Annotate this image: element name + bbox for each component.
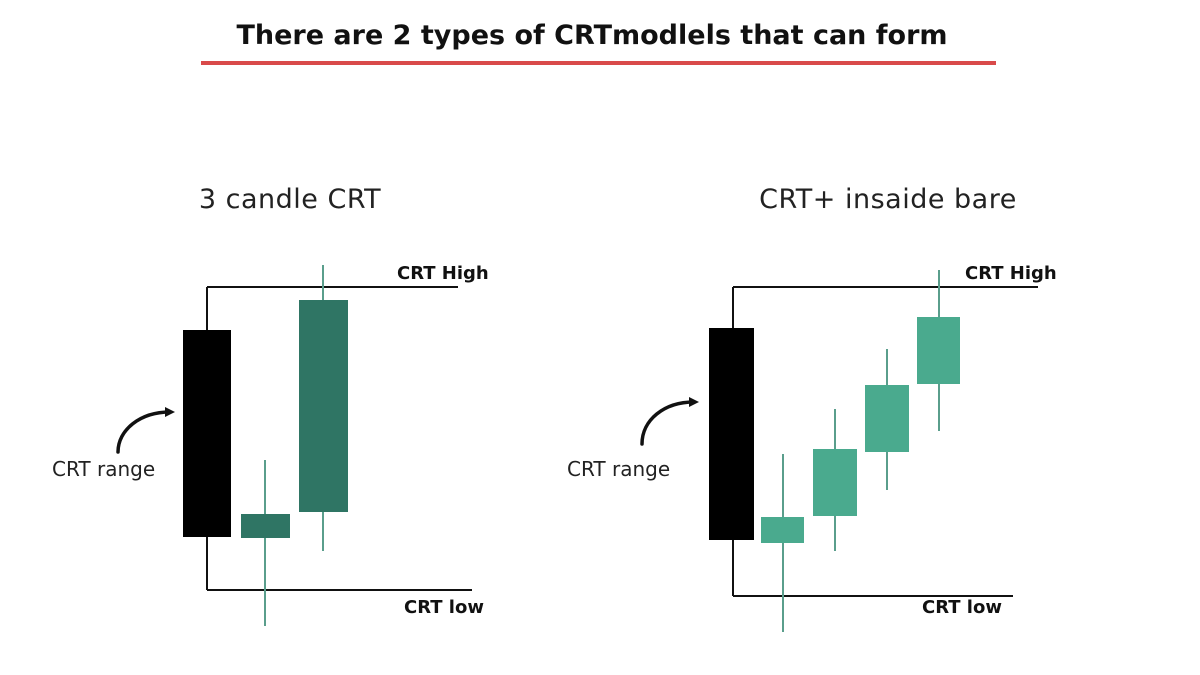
crt-high-label: CRT High bbox=[965, 263, 1057, 284]
panel-title: 3 candle CRT bbox=[199, 184, 381, 215]
inside-candle bbox=[813, 449, 857, 516]
inside-candle bbox=[761, 517, 804, 543]
crt-high-label: CRT High bbox=[397, 263, 489, 284]
sweep-candle bbox=[299, 300, 348, 512]
sweep-candle bbox=[917, 317, 960, 384]
crt-low-label: CRT low bbox=[404, 597, 484, 618]
page-title: There are 2 types of CRTmodlels that can… bbox=[236, 20, 948, 51]
crt-range-label: CRT range bbox=[52, 457, 155, 481]
range-candle bbox=[709, 328, 754, 540]
panel-crt-inside-bar: CRT+ insaide bare CRT High CRT low CRT r… bbox=[567, 184, 1057, 632]
range-candle bbox=[183, 330, 231, 537]
inside-candle bbox=[241, 514, 290, 538]
title-underline bbox=[201, 61, 996, 65]
crt-range-label: CRT range bbox=[567, 457, 670, 481]
curved-arrow-icon bbox=[116, 407, 175, 454]
panel-title: CRT+ insaide bare bbox=[759, 184, 1017, 215]
inside-candle bbox=[865, 385, 909, 452]
curved-arrow-icon bbox=[640, 397, 699, 446]
crt-low-label: CRT low bbox=[922, 597, 1002, 618]
panel-three-candle-crt: 3 candle CRT CRT High CRT low CRT range bbox=[52, 184, 489, 626]
